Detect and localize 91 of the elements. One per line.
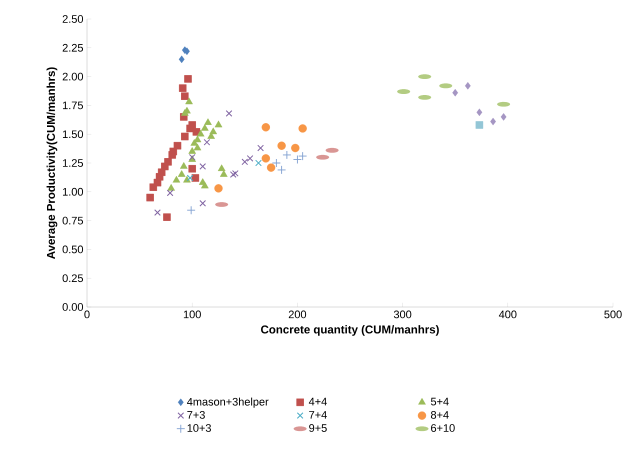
point	[262, 154, 270, 163]
x-tick-label: 500	[604, 310, 622, 318]
point	[255, 160, 262, 166]
y-axis-title: Average Productivity(CUM/manhrs)	[46, 67, 58, 259]
y-tick-label: 1.50	[62, 130, 84, 138]
point	[209, 128, 218, 134]
point	[476, 108, 482, 116]
point	[266, 163, 276, 172]
point	[201, 124, 209, 131]
y-tick-label: 0.00	[62, 303, 84, 311]
point	[194, 136, 202, 142]
point	[257, 144, 264, 152]
point	[291, 144, 300, 152]
point	[185, 98, 193, 104]
point	[464, 82, 471, 90]
point	[178, 56, 185, 64]
point	[226, 110, 232, 117]
point	[272, 158, 281, 168]
point	[204, 118, 212, 125]
legend-label: 9+5	[309, 424, 327, 432]
x-axis-title: Concrete quantity (CUM/manhrs)	[261, 325, 439, 336]
point	[232, 170, 239, 177]
point	[164, 158, 172, 166]
point	[192, 174, 200, 182]
legend-label: 8+4	[430, 411, 449, 419]
point	[199, 163, 206, 170]
y-tick-label: 2.25	[62, 44, 84, 52]
point	[172, 176, 180, 183]
point	[154, 209, 161, 216]
x-tick-label: 0	[84, 310, 90, 318]
y-tick-label: 0.75	[62, 216, 84, 224]
point	[490, 118, 496, 126]
y-tick-label: 0.25	[62, 274, 84, 282]
point	[174, 142, 182, 150]
point	[241, 158, 248, 166]
point	[199, 200, 206, 207]
y-tick-label: 2.50	[62, 15, 84, 23]
point	[500, 113, 506, 121]
point	[452, 88, 458, 97]
point	[218, 164, 226, 172]
legend-label: 5+4	[430, 398, 449, 406]
point	[169, 148, 178, 156]
point	[214, 120, 222, 128]
point	[201, 182, 209, 188]
point	[214, 184, 223, 193]
point	[246, 155, 254, 162]
point	[178, 170, 186, 177]
point	[262, 123, 270, 132]
x-tick-label: 400	[498, 310, 517, 318]
point	[282, 150, 292, 160]
point	[204, 138, 210, 146]
point	[277, 165, 286, 174]
legend-label: 10+3	[188, 424, 211, 432]
legend-label: 7+4	[309, 411, 327, 419]
point	[298, 152, 308, 161]
point	[163, 213, 171, 221]
y-tick-label: 1.25	[62, 159, 84, 167]
point	[186, 174, 194, 182]
point	[146, 194, 154, 202]
y-tick-label: 0.50	[62, 246, 84, 254]
point	[230, 171, 237, 178]
point	[292, 155, 302, 164]
point	[188, 164, 196, 173]
legend-label: 7+3	[187, 411, 205, 419]
legend-label: 4+4	[308, 398, 327, 406]
point	[167, 184, 175, 191]
point	[181, 109, 189, 116]
point	[166, 190, 174, 196]
x-tick-label: 100	[184, 310, 201, 318]
point	[194, 144, 202, 150]
point	[277, 142, 286, 150]
point	[181, 132, 189, 140]
point	[183, 176, 191, 183]
point	[220, 170, 228, 177]
point	[188, 147, 196, 154]
point	[196, 130, 204, 136]
y-tick-label: 1.75	[62, 102, 84, 110]
point	[181, 92, 189, 100]
y-tick-label: 1.00	[62, 188, 84, 196]
point	[298, 124, 307, 133]
point	[188, 121, 196, 129]
legend-label: 6+10	[431, 424, 455, 432]
point	[178, 84, 187, 92]
y-tick-label: 2.00	[62, 72, 84, 80]
point	[186, 206, 196, 215]
point	[476, 121, 484, 129]
x-tick-label: 200	[288, 310, 306, 318]
point	[184, 75, 192, 83]
point	[180, 162, 188, 169]
x-tick-label: 300	[394, 310, 412, 318]
legend-label: 4mason+3helper	[187, 398, 269, 408]
